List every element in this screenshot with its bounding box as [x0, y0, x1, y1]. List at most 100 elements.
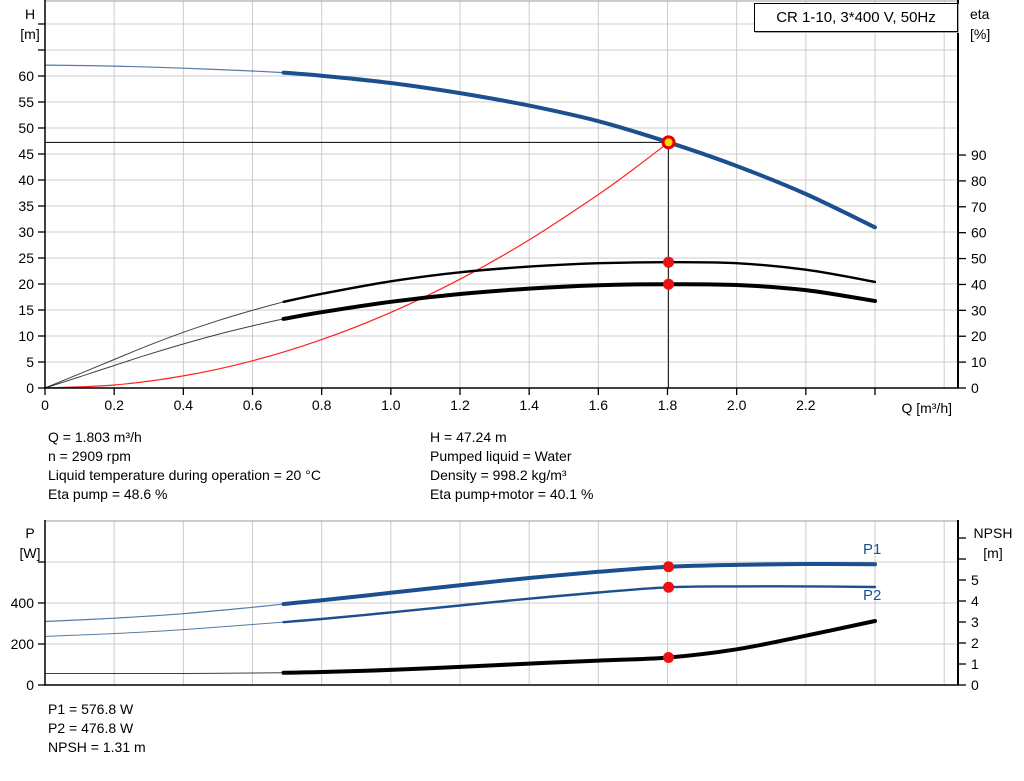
tick-label-left: 0 [26, 380, 34, 396]
h-axis-quantity: H [24, 6, 36, 22]
curve-system-curve [44, 141, 669, 389]
curve-p2 [44, 585, 877, 637]
curve-thin-segment [44, 672, 284, 675]
eta-axis-quantity: eta [970, 6, 990, 22]
q-axis-label: Q [m³/h] [901, 400, 952, 416]
eta-axis-label: eta [%] [970, 4, 1022, 44]
p-axis-quantity: P [25, 525, 35, 541]
eta-axis-unit: [%] [970, 26, 991, 42]
curve-eta-pump-motor [44, 282, 877, 389]
chart-0: 0 5 10 15 20 25 30 35 40 45 50 55 60 0 10 20 30 40 50 60 70 8… [18, 0, 987, 413]
curve-eta-pump [44, 260, 877, 389]
npsh-axis-quantity: NPSH [973, 525, 1013, 541]
tick-label-bottom: 0.2 [104, 397, 124, 413]
tick-label-right: 10 [971, 354, 987, 370]
info-liquid-temp: Liquid temperature during operation = 20… [48, 467, 321, 483]
h-axis-unit: [m] [20, 26, 40, 42]
tick-label-right: 1 [971, 656, 979, 672]
info-npsh: NPSH = 1.31 m [48, 739, 146, 755]
tick-label-right: 4 [971, 593, 979, 609]
curve-thin-segment [44, 318, 284, 389]
tick-label-right: 0 [971, 677, 979, 693]
info-h: H = 47.24 m [430, 429, 507, 445]
chart-1-grid [45, 521, 958, 685]
curve-npsh [44, 619, 877, 675]
tick-label-right: 5 [971, 572, 979, 588]
tick-label-right: 70 [971, 199, 987, 215]
tick-label-right: 2 [971, 635, 979, 651]
tick-label-left: 20 [18, 276, 34, 292]
tick-label-right: 20 [971, 328, 987, 344]
series-label-p1: P1 [863, 541, 882, 558]
tick-label-left: 35 [18, 198, 34, 214]
operating-point-dot [663, 651, 675, 663]
curve-thick-segment [281, 561, 877, 606]
info-density: Density = 998.2 kg/m³ [430, 467, 567, 483]
tick-label-right: 50 [971, 251, 987, 267]
curve-thin-segment [44, 64, 284, 74]
tick-label-bottom: 0.8 [312, 397, 332, 413]
chart-1-ticks [38, 537, 966, 686]
info-p2: P2 = 476.8 W [48, 720, 134, 736]
tick-label-right: 40 [971, 276, 987, 292]
tick-label-left: 50 [18, 120, 34, 136]
npsh-axis-unit: [m] [983, 545, 1003, 561]
curve-segment [44, 141, 669, 389]
info-speed: n = 2909 rpm [48, 448, 131, 464]
curve-thick-segment [282, 260, 877, 303]
curve-thin-segment [44, 603, 284, 623]
tick-label-bottom: 1.0 [381, 397, 401, 413]
series-label-p2: P2 [863, 587, 882, 604]
tick-label-left: 55 [18, 94, 34, 110]
curve-thick-segment [281, 619, 877, 675]
tick-label-left: 60 [18, 68, 34, 84]
curve-thick-segment [281, 282, 877, 321]
tick-label-right: 30 [971, 302, 987, 318]
tick-label-bottom: 0 [41, 397, 49, 413]
tick-label-left: 25 [18, 250, 34, 266]
curve-p1 [44, 561, 877, 623]
tick-label-right: 3 [971, 614, 979, 630]
duty-point-marker[interactable] [661, 135, 676, 150]
operating-point-dot [663, 581, 675, 593]
curve-thin-segment [44, 301, 284, 389]
npsh-axis-label: NPSH [m] [964, 523, 1022, 563]
tick-label-left: 400 [11, 595, 35, 611]
h-axis-label: H [m] [10, 4, 50, 44]
chart-0-ticks [38, 23, 966, 395]
duty-info-right: H = 47.24 m Pumped liquid = Water Densit… [430, 428, 593, 504]
operating-point-dot [663, 278, 675, 290]
chart-1: 0 200 400 0 1 2 3 4 5 [11, 520, 979, 693]
tick-label-left: 5 [26, 354, 34, 370]
info-eta-pump-motor: Eta pump+motor = 40.1 % [430, 486, 594, 502]
tick-label-bottom: 1.2 [450, 397, 470, 413]
tick-label-right: 90 [971, 147, 987, 163]
operating-point-dot [663, 561, 675, 573]
p-axis-label: P [W] [10, 523, 50, 563]
tick-label-bottom: 2.0 [727, 397, 747, 413]
chart-1-tick-labels: 0 200 400 0 1 2 3 4 5 [11, 572, 979, 693]
tick-label-bottom: 0.6 [243, 397, 263, 413]
info-eta-pump: Eta pump = 48.6 % [48, 486, 168, 502]
info-p1: P1 = 576.8 W [48, 701, 134, 717]
tick-label-bottom: 2.2 [796, 397, 816, 413]
curve-h-pump-curve [44, 64, 877, 230]
chart-0-tick-labels: 0 5 10 15 20 25 30 35 40 45 50 55 60 0 10 20 30 40 50 60 70 8… [18, 68, 986, 413]
result-info: P1 = 576.8 W P2 = 476.8 W NPSH = 1.31 m [48, 700, 146, 757]
tick-label-right: 0 [971, 380, 979, 396]
tick-label-left: 40 [18, 172, 34, 188]
tick-label-bottom: 1.8 [658, 397, 678, 413]
tick-label-right: 80 [971, 173, 987, 189]
tick-label-left: 200 [11, 636, 35, 652]
tick-label-bottom: 1.4 [519, 397, 539, 413]
tick-label-left: 30 [18, 224, 34, 240]
tick-label-left: 45 [18, 146, 34, 162]
tick-label-left: 10 [18, 328, 34, 344]
tick-label-bottom: 1.6 [589, 397, 609, 413]
pump-designation-box: CR 1-10, 3*400 V, 50Hz [754, 3, 958, 32]
tick-label-bottom: 0.4 [174, 397, 194, 413]
tick-label-right: 60 [971, 225, 987, 241]
duty-info-left: Q = 1.803 m³/h n = 2909 rpm Liquid tempe… [48, 428, 321, 504]
curve-thick-segment [281, 70, 877, 230]
